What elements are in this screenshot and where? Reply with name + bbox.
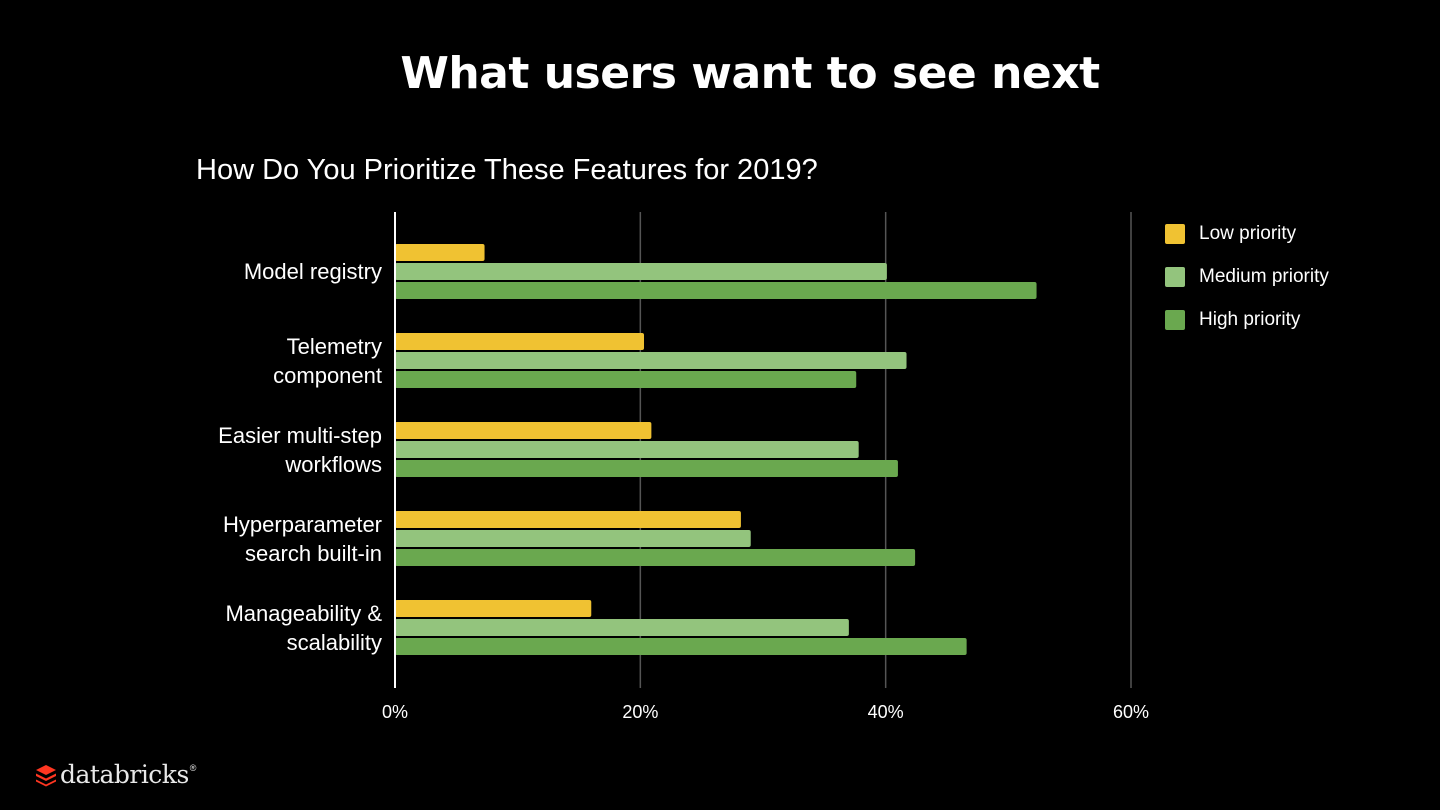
category-label-line: Model registry	[243, 259, 382, 284]
databricks-logo: databricks ®	[34, 760, 196, 789]
legend-label-medium: Medium priority	[1199, 265, 1329, 287]
bar-low-0	[395, 244, 485, 261]
category-label-line: search built-in	[245, 540, 382, 566]
legend-swatch-low	[1165, 223, 1185, 244]
category-label-0: Model registry	[244, 257, 382, 286]
x-tick-label-2: 40%	[867, 702, 904, 722]
registered-mark: ®	[189, 762, 197, 773]
databricks-wordmark: databricks	[60, 760, 189, 789]
chart-legend: Low priority Medium priority High priority	[1165, 212, 1329, 341]
bar-medium-0	[395, 263, 887, 280]
bar-medium-4	[395, 619, 849, 636]
bar-high-1	[395, 371, 857, 388]
bar-low-4	[395, 600, 592, 617]
category-label-2: Easier multi-step workflows	[218, 421, 382, 479]
databricks-logo-icon	[36, 764, 56, 786]
category-label-line: scalability	[286, 629, 382, 655]
category-label-line: workflows	[285, 451, 382, 477]
legend-label-low: Low priority	[1199, 222, 1297, 244]
slide-title: What users want to see next	[400, 48, 1100, 99]
category-label-line: Manageability &	[225, 600, 382, 626]
bar-high-3	[395, 549, 916, 566]
legend-item-medium: Medium priority	[1165, 255, 1329, 298]
x-tick-label-0: 0%	[381, 702, 409, 722]
bar-low-2	[395, 422, 652, 439]
legend-label-high: High priority	[1199, 308, 1301, 330]
bar-low-3	[395, 511, 741, 528]
category-label-1: Telemetry component	[273, 332, 382, 390]
bar-low-1	[395, 333, 645, 350]
x-tick-label-3: 60%	[1112, 702, 1150, 722]
bar-high-0	[395, 282, 1037, 299]
category-label-4: Manageability & scalability	[225, 599, 382, 657]
category-label-line: Hyperparameter	[223, 511, 382, 537]
bar-medium-1	[395, 352, 907, 369]
legend-swatch-medium	[1165, 266, 1185, 287]
chart-title: How Do You Prioritize These Features for…	[196, 154, 818, 186]
category-label-3: Hyperparameter search built-in	[223, 510, 382, 568]
category-label-line: Easier multi-step	[218, 422, 382, 448]
category-label-line: component	[273, 362, 382, 388]
legend-item-high: High priority	[1165, 298, 1329, 341]
bar-medium-2	[395, 441, 859, 458]
bar-medium-3	[395, 530, 751, 547]
legend-swatch-high	[1165, 309, 1185, 330]
x-tick-label-1: 20%	[622, 702, 659, 722]
bar-high-2	[395, 460, 898, 477]
bar-high-4	[395, 638, 967, 655]
category-label-line: Telemetry	[286, 333, 382, 359]
legend-item-low: Low priority	[1165, 212, 1329, 255]
